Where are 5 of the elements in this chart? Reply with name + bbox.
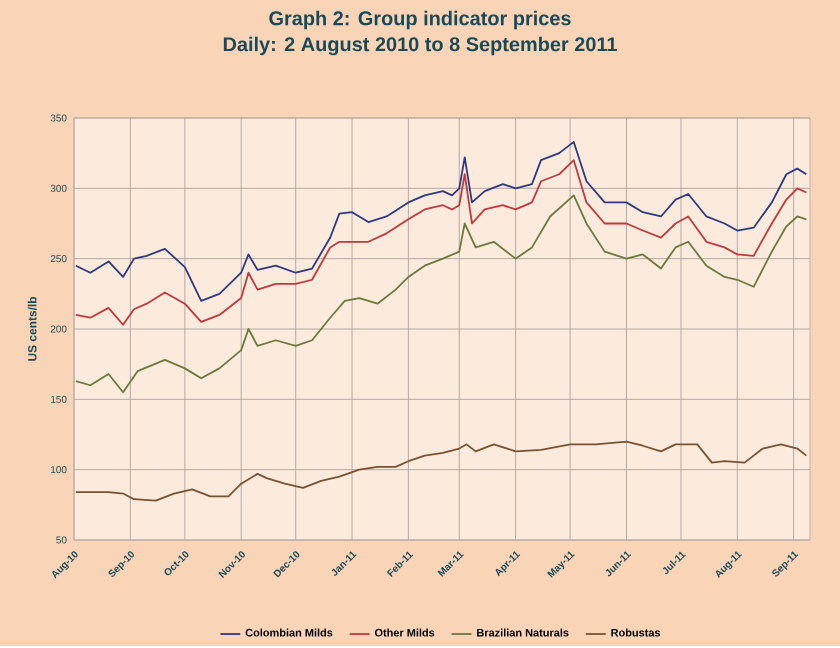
line-series: [74, 440, 808, 502]
chart-subtitle: Daily: 2 August 2010 to 8 September 2011: [223, 36, 617, 56]
line-series: [74, 194, 808, 394]
line-series: [74, 141, 808, 303]
chart-title: Graph 2: Group indicator prices: [269, 10, 571, 30]
